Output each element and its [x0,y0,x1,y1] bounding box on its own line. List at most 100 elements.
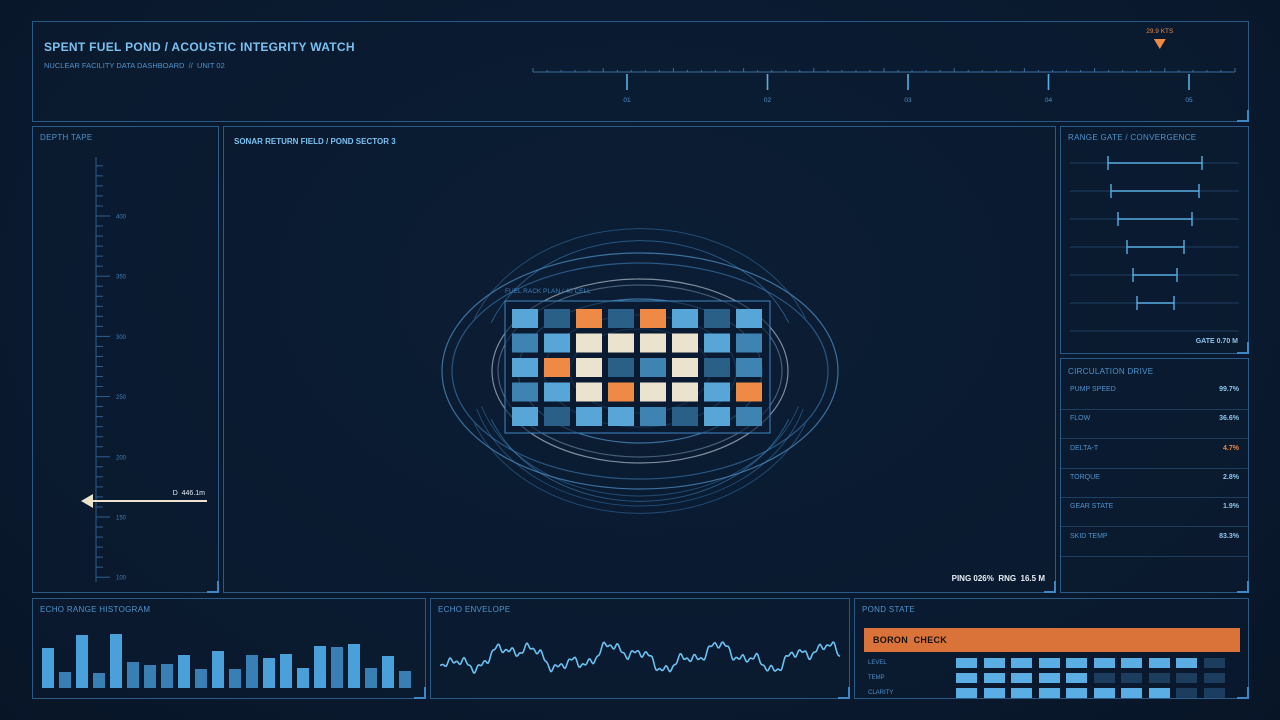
gauge-value: 2.8% [1223,473,1239,481]
sonar-readout: PING 026% RNG 16.5 M [951,574,1045,583]
fuel-rack-cell [672,309,698,328]
histogram-bar [212,651,224,688]
histogram-bar [144,665,156,688]
envelope-trace [439,641,841,675]
histogram-bar [93,673,105,688]
fuel-rack-cell [704,309,730,328]
gauge-row: TORQUE 2.8% [1061,468,1248,498]
histogram-title: ECHO RANGE HISTOGRAM [40,605,151,614]
histogram-bar [263,658,275,688]
fuel-rack-cell [640,333,666,353]
pond-meter-segment [956,672,977,683]
fuel-rack-cell [544,309,570,328]
timeline-marker-label: 29.9 KTS [1146,28,1174,35]
gauge-label: SKID TEMP [1070,532,1108,540]
sonar-panel: SONAR RETURN FIELD / POND SECTOR 3 FUEL … [223,126,1056,593]
pond-state-panel: POND STATE BORON CHECK LEVEL TEMP CLARITY [854,598,1249,699]
histogram-bar [161,664,173,688]
fuel-rack-cell [736,309,762,328]
depth-scale-label: 350 [116,275,127,281]
timeline-scale: 01 02 03 04 05 29.9 KTS [532,28,1236,104]
sonar-title: SONAR RETURN FIELD / POND SECTOR 3 [234,137,396,146]
fuel-rack-cell [544,407,570,426]
fuel-rack-cell [608,333,634,353]
envelope-title: ECHO ENVELOPE [438,605,511,614]
fuel-rack-cell [672,358,698,377]
fuel-rack-cell [576,382,602,402]
sonar-arc [490,240,790,324]
fuel-rack-cell [608,382,634,402]
circulation-title: CIRCULATION DRIVE [1068,367,1154,376]
gauge-label: TORQUE [1070,473,1100,481]
fuel-rack-cell [576,358,602,377]
histogram-bar [331,647,343,688]
histogram-bar [229,669,241,688]
sonar-field: FUEL RACK PLAN / 40 CELL [441,228,839,514]
pond-meter-segment [1176,672,1197,683]
fuel-rack-cell [640,382,666,402]
timeline-tick-label: 01 [623,97,631,104]
fuel-rack-cell [544,358,570,377]
timeline-marker-icon [1153,39,1166,49]
pond-meter-segment [983,658,1005,668]
gauge-label: GEAR STATE [1070,503,1114,511]
histogram-panel: ECHO RANGE HISTOGRAM [32,598,426,699]
sonar-arc [481,405,799,497]
page-title: SPENT FUEL POND / ACOUSTIC INTEGRITY WAT… [44,40,355,54]
pond-meter-segment [1148,687,1170,698]
timeline-tick-label: 05 [1185,97,1193,104]
fuel-rack-cell [736,407,762,426]
fuel-rack-cell [544,333,570,353]
gauge-row: FLOW 36.6% [1061,409,1248,440]
range-gate-chart [1070,156,1239,332]
fuel-rack-cell [512,407,538,426]
sonar-arc [490,418,790,502]
histogram-bar [195,669,207,688]
pond-meter-segment [1011,687,1032,698]
histogram-bar [42,648,54,688]
pond-meter-segment [1121,672,1142,683]
pond-meter-segment [1203,672,1225,683]
fuel-rack-cell [512,358,538,377]
pond-meter-segment [1093,687,1115,698]
pond-meter-segment [1203,658,1225,668]
fuel-rack-cell [704,382,730,402]
fuel-rack-cell [736,382,762,402]
gauge-row: PUMP SPEED 99.7% [1061,380,1248,410]
timeline-tick-label: 04 [1045,97,1053,104]
range-gate-panel: RANGE GATE / CONVERGENCE GATE 0.70 M [1060,126,1249,354]
fuel-rack-cell [576,333,602,353]
histogram-bar [365,668,377,688]
pond-meter-label: TEMP [868,674,885,681]
pond-meter-segment [1066,687,1087,698]
histogram-bar [76,635,88,688]
pond-meter-segment [1176,658,1197,668]
sonar-arc [476,408,804,507]
histogram-bar [127,662,139,688]
fuel-rack-cell [608,358,634,377]
gate-readout: GATE 0.70 M [1195,338,1238,345]
pond-meter-segment [983,672,1005,683]
sonar-ring [491,278,789,464]
pond-meter-segment [1038,687,1060,698]
fuel-rack-cell [672,407,698,426]
sonar-ring [441,252,839,490]
fuel-rack-cell [736,333,762,353]
pond-meter-segment [1148,658,1170,668]
pond-meter-label: LEVEL [868,660,887,666]
pond-meter-segment [1093,672,1115,683]
fuel-rack-cell [640,407,666,426]
header-panel: SPENT FUEL POND / ACOUSTIC INTEGRITY WAT… [32,21,1249,122]
gauge-label: DELTA-T [1070,444,1099,452]
gauge-label: PUMP SPEED [1070,386,1116,393]
pond-meter-segment [983,687,1005,698]
pond-meter-segment [1038,658,1060,668]
fuel-rack-cell [640,309,666,328]
gauge-label: FLOW [1070,415,1091,423]
pond-meter-segment [1011,658,1032,668]
depth-scale-label: 250 [116,395,127,401]
gauge-value: 1.9% [1223,503,1239,511]
sonar-ring [451,262,829,480]
pond-meter-segment [1066,672,1087,683]
gauge-value: 83.3% [1219,532,1239,540]
